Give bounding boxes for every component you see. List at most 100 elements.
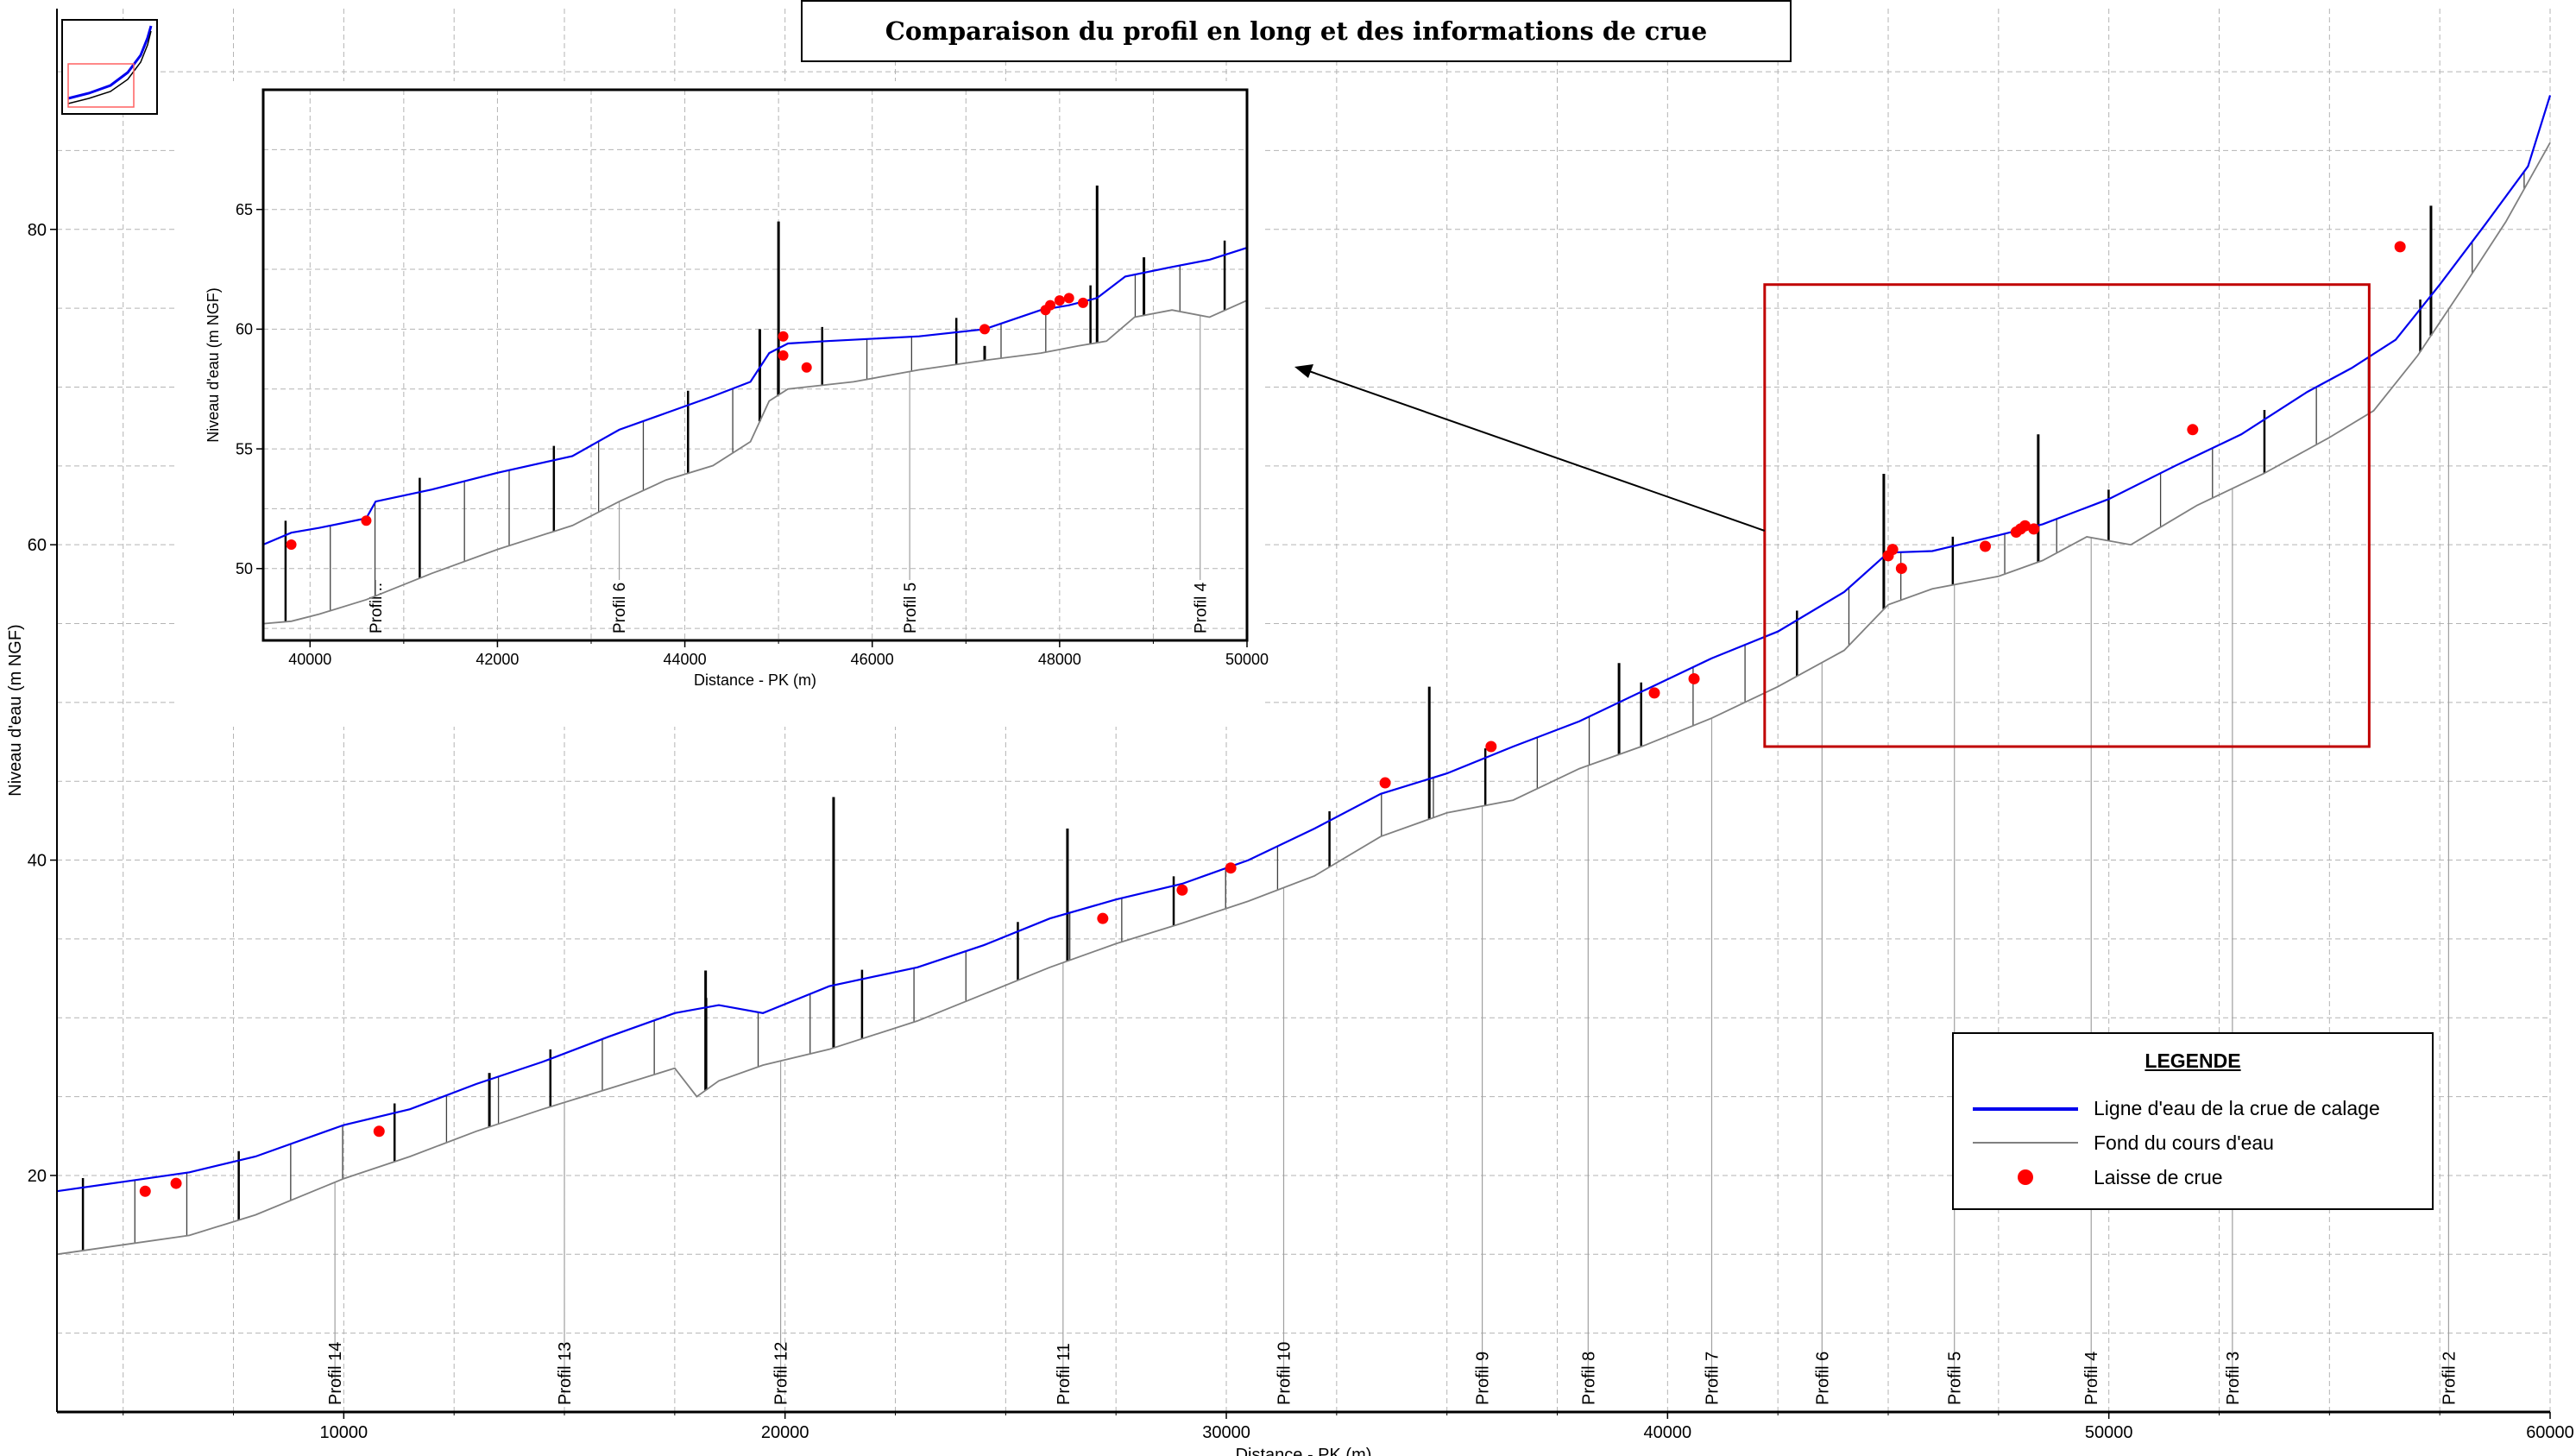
flood-mark-point <box>2394 241 2406 253</box>
profile-label: Profil 10 <box>1275 1342 1294 1405</box>
legend-swatch-water-line <box>1973 1093 2078 1124</box>
x-tick-label: 40000 <box>288 651 331 668</box>
y-tick-label: 50 <box>236 560 253 577</box>
water-line-series <box>262 247 1248 546</box>
flood-mark-point <box>170 1177 182 1189</box>
profile-label: Profil 6 <box>611 583 629 633</box>
bed-line-series <box>262 299 1248 625</box>
flood-mark-point <box>1097 912 1109 924</box>
flood-mark-point <box>1063 293 1074 304</box>
flood-mark-point <box>1485 741 1497 753</box>
plot-frame <box>261 88 1249 642</box>
flood-mark-point <box>1688 672 1700 684</box>
profile-label: Profil 2 <box>2440 1352 2459 1405</box>
profile-label: Profil 14 <box>326 1342 345 1405</box>
flood-mark-point <box>778 350 789 361</box>
profile-label: Profil 13 <box>556 1342 575 1405</box>
profile-label: Profil 7 <box>1703 1352 1722 1405</box>
x-tick-label: 20000 <box>761 1423 809 1442</box>
legend-title: LEGENDE <box>2145 1049 2241 1072</box>
x-tick-label: 10000 <box>320 1423 368 1442</box>
x-tick-label: 50000 <box>2085 1423 2133 1442</box>
y-tick-label: 60 <box>28 536 47 555</box>
x-axis-label: Distance - PK (m) <box>694 671 816 689</box>
flood-mark-point <box>1078 297 1088 308</box>
profile-label: Profil... <box>368 583 386 633</box>
profile-label: Profil 6 <box>1813 1352 1832 1405</box>
flood-mark-point <box>1176 884 1188 896</box>
profile-label: Profil 12 <box>772 1342 791 1405</box>
inset-marks <box>286 293 1088 551</box>
flood-mark-point <box>778 331 789 342</box>
y-axis-label: Niveau d'eau (m NGF) <box>205 287 222 443</box>
x-tick-label: 48000 <box>1038 651 1081 668</box>
flood-mark-point <box>2019 520 2031 532</box>
zoom-box <box>1763 283 2371 748</box>
profile-label: Profil 11 <box>1055 1343 1074 1405</box>
profile-label: Profil 5 <box>1946 1352 1965 1405</box>
legend-label: Fond du cours d'eau <box>2094 1131 2274 1154</box>
flood-mark-point <box>979 324 990 335</box>
x-axis-label: Distance - PK (m) <box>1236 1446 1372 1456</box>
legend: LEGENDE Ligne d'eau de la crue de calage… <box>1952 1032 2434 1210</box>
zoom-arrow-head <box>1294 364 1313 378</box>
main-series <box>56 95 2552 1256</box>
main-structures: Profil 14 Profil 13 Profil 12 Profil 11 Prof… <box>81 171 2525 1405</box>
main-flood-marks <box>139 241 2406 1197</box>
legend-label: Laisse de crue <box>2094 1165 2223 1188</box>
inset-axes: 40000 42000 44000 46000 48000 50000 50 55 60 65 Di… <box>205 88 1269 689</box>
chart-title-box: Comparaison du profil en long et des inf… <box>801 0 1792 62</box>
main-axes: 10000 20000 30000 40000 50000 60000 20 40 60 80 Di… <box>6 9 2574 1456</box>
flood-mark-point <box>1379 777 1391 789</box>
x-tick-label: 42000 <box>476 651 519 668</box>
flood-mark-point <box>2187 424 2199 436</box>
flood-mark-point <box>1045 299 1055 311</box>
flood-mark-point <box>801 362 812 373</box>
profile-label: Profil 9 <box>1474 1352 1493 1405</box>
y-axis-label: Niveau d'eau (m NGF) <box>6 624 25 796</box>
profile-label: Profil 5 <box>902 583 920 633</box>
y-tick-label: 65 <box>236 201 253 218</box>
legend-label: Ligne d'eau de la crue de calage <box>2094 1096 2380 1119</box>
flood-mark-point <box>1895 563 1907 575</box>
y-tick-label: 20 <box>28 1167 47 1186</box>
x-tick-label: 44000 <box>664 651 707 668</box>
flood-mark-point <box>139 1185 151 1197</box>
x-tick-label: 60000 <box>2526 1423 2574 1442</box>
legend-swatch-bed-line <box>1973 1127 2078 1158</box>
profile-label: Profil 8 <box>1579 1352 1598 1405</box>
flood-mark-point <box>1054 295 1065 306</box>
overview-thumbnail[interactable] <box>61 19 158 115</box>
x-tick-label: 40000 <box>1644 1423 1692 1442</box>
chart-title: Comparaison du profil en long et des inf… <box>885 16 1708 46</box>
inset-chart: Profil... Profil 6 Profil 5 Profil 4 40000 42… <box>177 81 1269 727</box>
zoom-layer <box>1294 283 2371 748</box>
legend-item-water-line: Ligne d'eau de la crue de calage <box>1973 1093 2380 1124</box>
legend-item-flood-mark: Laisse de crue <box>1973 1162 2223 1193</box>
y-tick-label: 40 <box>28 852 47 871</box>
y-tick-label: 60 <box>236 321 253 338</box>
y-tick-label: 80 <box>28 221 47 240</box>
overview-thumbnail-graphic <box>63 21 156 113</box>
legend-item-bed-line: Fond du cours d'eau <box>1973 1127 2274 1158</box>
inset-struct: Profil... Profil 6 Profil 5 Profil 4 <box>284 185 1226 633</box>
flood-mark-point <box>1980 540 1992 552</box>
flood-mark-point <box>2028 523 2040 535</box>
flood-mark-point <box>286 539 297 551</box>
zoom-arrow-line <box>1306 369 1766 532</box>
inset-grid <box>263 89 1248 640</box>
flood-mark-point <box>1648 687 1660 699</box>
water-line-series <box>56 95 2552 1193</box>
profile-label: Profil 4 <box>2082 1352 2101 1405</box>
plot-area <box>263 90 1247 640</box>
flood-mark-point <box>361 515 372 526</box>
bed-line-series <box>56 142 2551 1256</box>
profile-label: Profil 3 <box>2224 1352 2243 1405</box>
x-tick-label: 50000 <box>1225 651 1269 668</box>
inset-series <box>262 247 1248 625</box>
x-tick-label: 30000 <box>1202 1423 1250 1442</box>
flood-mark-point <box>1225 862 1237 874</box>
flood-mark-point <box>1886 544 1899 556</box>
profile-label: Profil 4 <box>1192 582 1210 633</box>
